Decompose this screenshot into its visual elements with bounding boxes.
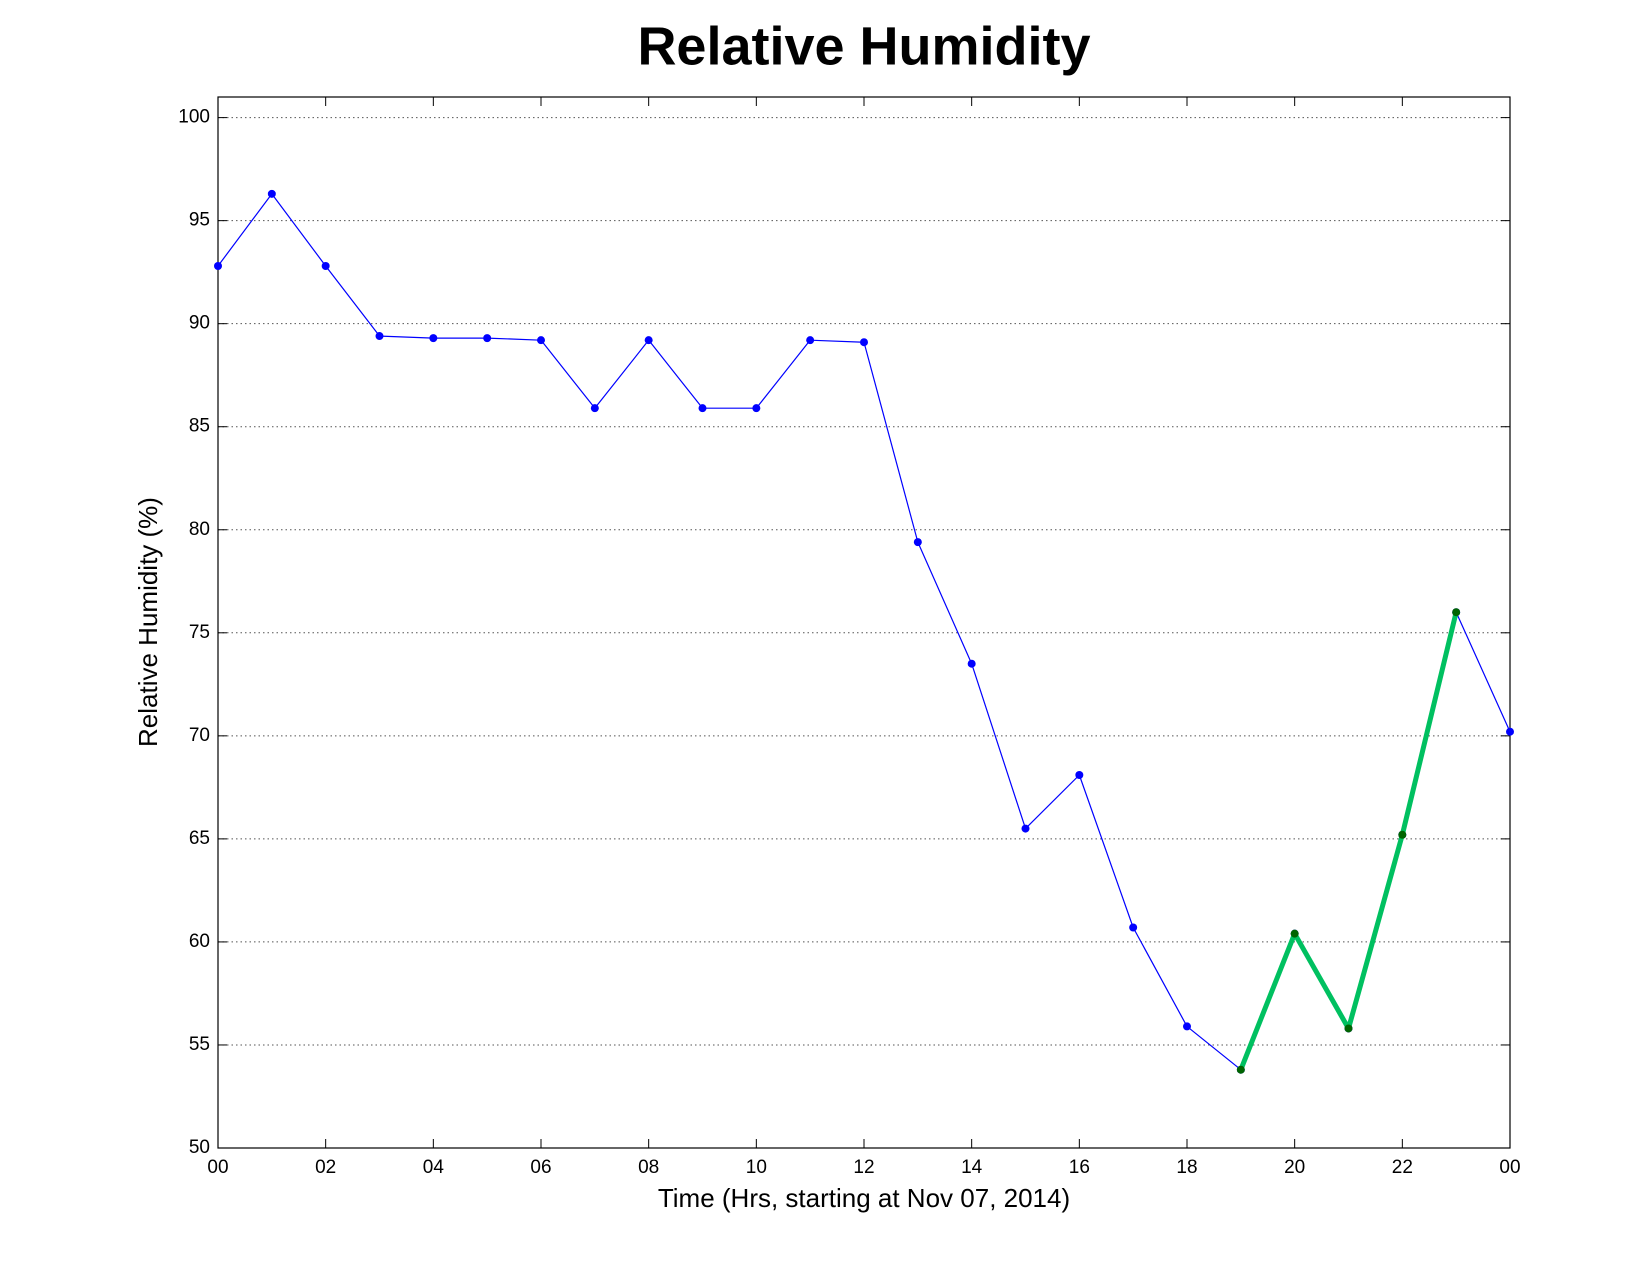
x-tick-label: 20 (1284, 1157, 1305, 1178)
y-tick-label: 75 (189, 622, 210, 643)
x-tick-label: 04 (423, 1157, 445, 1178)
y-tick-label: 90 (189, 313, 210, 334)
x-tick-label: 02 (315, 1157, 336, 1178)
data-point (1398, 830, 1407, 839)
data-point (806, 336, 815, 345)
x-tick-label: 00 (1499, 1157, 1520, 1178)
data-point (1506, 727, 1514, 736)
data-point (1075, 770, 1084, 779)
y-tick-label: 100 (178, 107, 210, 128)
data-point (321, 261, 330, 270)
y-tick-label: 80 (189, 519, 210, 540)
x-tick-label: 10 (746, 1157, 767, 1178)
data-point (1129, 923, 1138, 932)
data-point (1183, 1022, 1191, 1031)
data-point (1236, 1065, 1245, 1074)
plot-frame (217, 96, 1511, 1149)
x-tick-label: 14 (961, 1157, 983, 1178)
y-tick-label: 95 (189, 210, 210, 231)
data-point (644, 336, 653, 345)
y-tick-label: 55 (189, 1034, 210, 1055)
data-point (752, 404, 761, 413)
x-tick-label: 16 (1069, 1157, 1090, 1178)
data-point (913, 538, 922, 547)
x-tick-label: 06 (530, 1157, 551, 1178)
x-tick-label: 22 (1392, 1157, 1413, 1178)
data-point (1290, 929, 1299, 938)
y-axis-label: Relative Humidity (%) (133, 497, 163, 747)
x-tick-label: 12 (853, 1157, 874, 1178)
data-line (1238, 611, 1459, 1071)
data-point (1452, 608, 1461, 617)
data-point (429, 334, 438, 343)
data-point (967, 659, 976, 668)
data-point (267, 189, 276, 198)
data-line (217, 193, 1511, 1071)
x-tick-label: 18 (1176, 1157, 1197, 1178)
data-point (860, 338, 868, 347)
y-tick-label: 65 (189, 828, 210, 849)
y-tick-label: 60 (189, 931, 210, 952)
data-point (537, 336, 545, 345)
chart-title: Relative Humidity (637, 16, 1090, 76)
x-axis-label: Time (Hrs, starting at Nov 07, 2014) (658, 1183, 1070, 1213)
data-point (1344, 1024, 1353, 1033)
data-point (483, 334, 492, 343)
x-tick-label: 08 (638, 1157, 659, 1178)
y-tick-label: 70 (189, 725, 210, 746)
data-point (698, 404, 707, 413)
data-point (590, 404, 599, 413)
y-tick-label: 50 (189, 1137, 210, 1158)
data-point (214, 261, 222, 270)
y-tick-label: 85 (189, 416, 210, 437)
x-tick-label: 00 (207, 1157, 228, 1178)
data-point (375, 332, 384, 341)
data-point (1021, 824, 1030, 833)
